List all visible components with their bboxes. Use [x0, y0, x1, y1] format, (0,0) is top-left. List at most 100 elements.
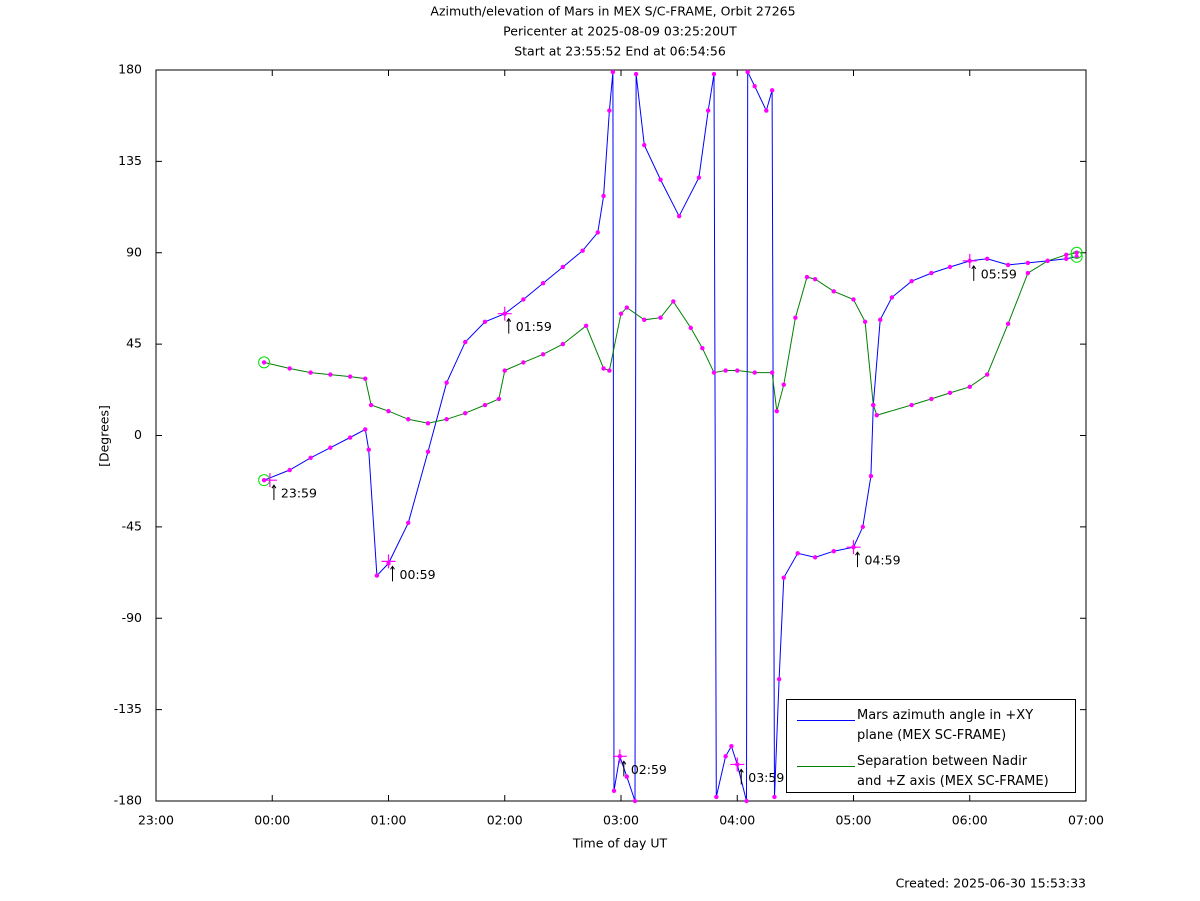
point-marker — [658, 315, 663, 320]
point-marker — [463, 410, 468, 416]
point-marker — [560, 264, 566, 270]
point-marker — [744, 798, 749, 804]
point-marker — [444, 380, 449, 385]
annotation-cross — [381, 554, 396, 569]
point-marker — [624, 305, 630, 310]
point-marker — [688, 325, 693, 331]
point-marker — [308, 455, 313, 461]
point-marker — [696, 175, 702, 180]
chart-title: Azimuth/elevation of Mars in MEX S/C-FRA… — [430, 4, 795, 19]
point-marker — [624, 774, 630, 779]
point-marker — [347, 435, 353, 440]
x-axis-label: Time of day UT — [572, 836, 668, 851]
point-marker — [1064, 256, 1069, 262]
point-marker — [1074, 250, 1079, 255]
annotation-arrow — [855, 551, 860, 568]
x-tick-label: 00:00 — [254, 813, 290, 828]
point-marker — [261, 360, 267, 365]
annotation-arrow — [506, 317, 512, 334]
annotation-cross — [262, 473, 277, 488]
point-marker — [868, 473, 874, 479]
point-marker — [1025, 270, 1031, 276]
y-tick-label: 180 — [118, 62, 142, 77]
point-marker — [781, 575, 786, 580]
point-marker — [812, 555, 818, 560]
point-marker — [671, 299, 676, 304]
annotation-label: 01:59 — [516, 319, 552, 334]
point-marker — [889, 295, 895, 300]
footer: Created: 2025-06-30 15:53:33 — [896, 876, 1086, 891]
legend-swatch — [797, 720, 855, 721]
point-marker — [328, 372, 333, 377]
point-marker — [781, 382, 786, 387]
point-marker — [607, 368, 612, 373]
point-marker — [772, 794, 777, 800]
point-marker — [406, 520, 411, 526]
point-marker — [633, 71, 639, 77]
point-marker — [752, 370, 757, 375]
point-marker — [874, 412, 879, 418]
point-marker — [1005, 262, 1011, 268]
point-marker — [947, 390, 953, 396]
annotation-arrow — [971, 264, 977, 281]
point-marker — [929, 270, 934, 276]
point-marker — [618, 311, 624, 316]
point-marker — [502, 368, 507, 373]
annotation-label: 23:59 — [281, 486, 317, 501]
annotation-cross — [730, 757, 745, 772]
point-marker — [496, 396, 502, 402]
point-marker — [521, 297, 526, 302]
point-marker — [601, 366, 606, 371]
annotation-label: 00:59 — [400, 567, 436, 582]
point-marker — [804, 274, 810, 280]
point-marker — [1025, 260, 1031, 266]
legend: Mars azimuth angle in +XY plane (MEX SC-… — [786, 699, 1076, 793]
point-marker — [611, 788, 617, 794]
legend-swatch — [797, 766, 855, 767]
x-tick-label: 02:00 — [487, 813, 523, 828]
point-marker — [363, 427, 368, 432]
x-tick-label: 01:00 — [370, 813, 406, 828]
point-marker — [752, 84, 757, 89]
point-marker — [793, 315, 798, 320]
x-tick-label: 07:00 — [1068, 813, 1104, 828]
point-marker — [947, 264, 953, 270]
point-marker — [729, 743, 734, 749]
annotation-arrow — [738, 768, 744, 785]
point-marker — [444, 417, 449, 422]
annotation-arrow — [271, 484, 277, 501]
point-marker — [764, 108, 769, 113]
chart-subtitle: Pericenter at 2025-08-09 03:25:20UT — [503, 24, 737, 39]
point-marker — [521, 360, 526, 365]
point-marker — [610, 69, 616, 75]
point-marker — [723, 368, 728, 373]
point-marker — [560, 341, 566, 347]
point-marker — [676, 214, 682, 219]
point-marker — [851, 297, 856, 302]
point-marker — [482, 319, 488, 324]
point-marker — [482, 402, 488, 408]
annotation-arrow — [621, 760, 627, 777]
plot-frame — [155, 69, 1087, 802]
point-marker — [776, 676, 782, 682]
point-marker — [871, 402, 876, 408]
point-marker — [929, 396, 934, 402]
point-marker — [909, 402, 914, 408]
point-marker — [386, 408, 391, 414]
y-tick-label: -135 — [114, 701, 142, 716]
point-marker — [1064, 252, 1069, 257]
y-tick-label: 0 — [134, 427, 142, 442]
annotation-label: 03:59 — [748, 770, 784, 785]
point-marker — [860, 524, 865, 530]
point-marker — [831, 549, 836, 554]
point-marker — [328, 445, 333, 450]
point-marker — [601, 193, 606, 199]
point-marker — [769, 88, 775, 93]
x-tick-label: 04:00 — [719, 813, 755, 828]
point-marker — [714, 794, 719, 800]
point-marker — [580, 248, 585, 253]
series-line — [263, 252, 1077, 424]
point-marker — [287, 467, 292, 473]
point-marker — [769, 370, 775, 375]
